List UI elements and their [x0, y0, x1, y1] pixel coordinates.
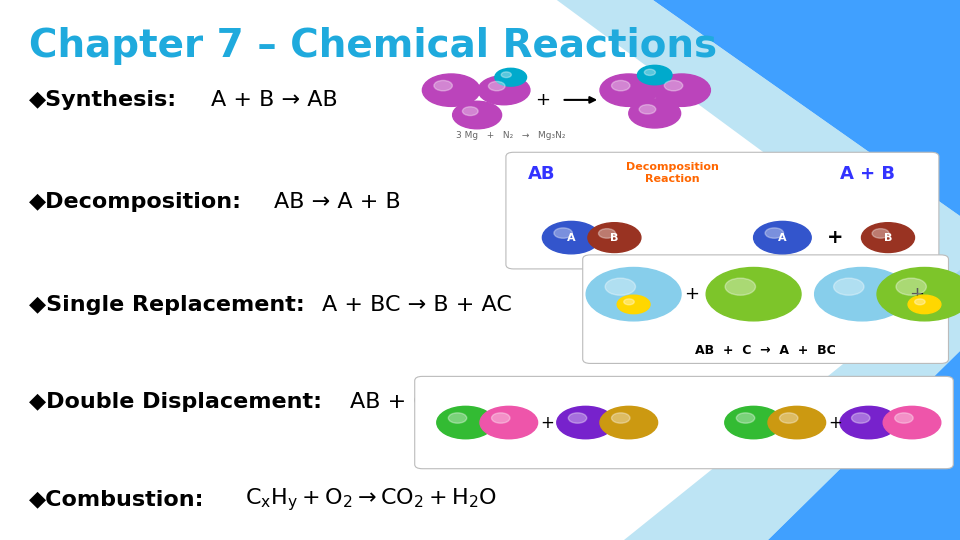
- Circle shape: [492, 413, 510, 423]
- Text: AB + CD → AD + CB: AB + CD → AD + CB: [350, 392, 575, 413]
- Text: $\mathregular{C_xH_y + O_2 \rightarrow CO_2 + H_2O}$: $\mathregular{C_xH_y + O_2 \rightarrow C…: [245, 486, 496, 513]
- Circle shape: [612, 80, 630, 91]
- Circle shape: [664, 80, 683, 91]
- Polygon shape: [768, 351, 960, 540]
- Circle shape: [765, 228, 783, 238]
- Text: Chapter 7 – Chemical Reactions: Chapter 7 – Chemical Reactions: [29, 27, 717, 65]
- Circle shape: [605, 278, 636, 295]
- Polygon shape: [653, 0, 960, 216]
- Circle shape: [872, 228, 889, 238]
- Circle shape: [489, 82, 505, 91]
- FancyBboxPatch shape: [583, 255, 948, 363]
- Circle shape: [542, 221, 600, 254]
- Circle shape: [840, 406, 898, 438]
- Text: ◆Double Displacement:: ◆Double Displacement:: [29, 392, 322, 413]
- Circle shape: [815, 267, 909, 321]
- Text: +: +: [827, 228, 844, 247]
- Circle shape: [895, 413, 913, 423]
- Circle shape: [463, 107, 478, 116]
- Circle shape: [588, 222, 641, 253]
- FancyBboxPatch shape: [415, 376, 953, 469]
- FancyBboxPatch shape: [506, 152, 939, 269]
- Circle shape: [833, 278, 864, 295]
- Circle shape: [768, 406, 826, 438]
- Text: ◆Combustion:: ◆Combustion:: [29, 489, 204, 510]
- Circle shape: [434, 80, 452, 91]
- Circle shape: [637, 65, 672, 85]
- Text: +: +: [828, 414, 842, 431]
- Circle shape: [852, 413, 870, 423]
- Circle shape: [908, 295, 941, 314]
- Circle shape: [453, 102, 501, 129]
- Circle shape: [437, 406, 494, 438]
- Circle shape: [568, 413, 587, 423]
- Circle shape: [600, 406, 658, 438]
- Text: AB  +  C  →  A  +  BC: AB + C → A + BC: [695, 345, 836, 357]
- Circle shape: [725, 406, 782, 438]
- Text: 3 Mg   +   N₂   →   Mg₃N₂: 3 Mg + N₂ → Mg₃N₂: [456, 131, 565, 139]
- Circle shape: [754, 221, 811, 254]
- Circle shape: [653, 74, 710, 106]
- Text: ◆Decomposition:: ◆Decomposition:: [29, 192, 242, 213]
- Circle shape: [600, 74, 658, 106]
- Circle shape: [495, 68, 527, 86]
- Text: AB: AB: [528, 165, 556, 183]
- Circle shape: [501, 72, 512, 78]
- Text: A + B: A + B: [840, 165, 895, 183]
- Text: +: +: [540, 414, 554, 431]
- Circle shape: [629, 99, 681, 128]
- Circle shape: [915, 299, 925, 305]
- Text: B: B: [884, 233, 892, 242]
- Text: B: B: [611, 233, 618, 242]
- Circle shape: [725, 278, 756, 295]
- Text: AB → A + B: AB → A + B: [274, 192, 400, 213]
- Text: A + BC → B + AC: A + BC → B + AC: [322, 295, 512, 315]
- Circle shape: [448, 413, 467, 423]
- Text: +: +: [535, 91, 550, 109]
- Circle shape: [557, 406, 614, 438]
- Circle shape: [612, 413, 630, 423]
- Text: Decomposition
Reaction: Decomposition Reaction: [626, 162, 718, 184]
- Circle shape: [877, 267, 960, 321]
- Circle shape: [587, 267, 681, 321]
- Text: +: +: [909, 285, 924, 303]
- Circle shape: [554, 228, 572, 238]
- Circle shape: [861, 222, 915, 253]
- Circle shape: [478, 76, 530, 105]
- Text: A: A: [567, 233, 575, 242]
- Circle shape: [896, 278, 926, 295]
- Text: ◆Single Replacement:: ◆Single Replacement:: [29, 295, 304, 315]
- Circle shape: [598, 228, 615, 238]
- Polygon shape: [624, 270, 960, 540]
- Text: A + B → AB: A + B → AB: [211, 90, 338, 110]
- Circle shape: [883, 406, 941, 438]
- Circle shape: [780, 413, 798, 423]
- Circle shape: [624, 299, 635, 305]
- Text: ◆Synthesis:: ◆Synthesis:: [29, 90, 177, 110]
- Circle shape: [617, 295, 650, 314]
- Circle shape: [736, 413, 755, 423]
- Circle shape: [480, 406, 538, 438]
- Circle shape: [644, 69, 656, 76]
- Circle shape: [707, 267, 801, 321]
- Text: +: +: [684, 285, 699, 303]
- Polygon shape: [557, 0, 960, 297]
- Circle shape: [639, 105, 656, 114]
- Text: A: A: [779, 233, 786, 242]
- Circle shape: [422, 74, 480, 106]
